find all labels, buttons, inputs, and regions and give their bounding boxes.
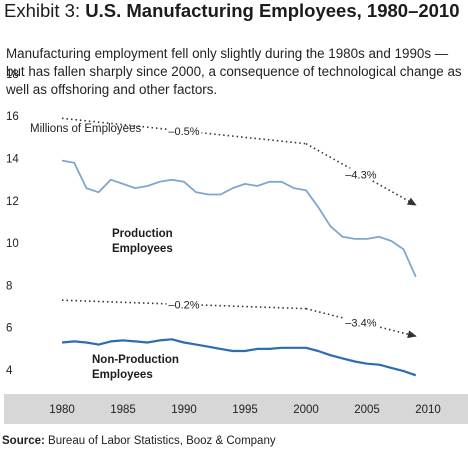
trend-label-bg [166,298,202,311]
x-tick-label: 2005 [354,404,380,416]
y-tick-label: 10 [6,238,19,250]
chart-subtitle: Manufacturing employment fell only sligh… [6,46,462,97]
trend-label: –4.3% [345,169,376,181]
x-axis-band [4,394,468,424]
trend-line [305,142,417,206]
y-axis-label: Millions of Employees [30,123,141,135]
trend-line [305,307,417,339]
title-lead: Exhibit 3: [4,0,86,21]
series-line [61,159,417,278]
y-tick-label: 16 [6,111,19,123]
series-label: Production Employees [112,228,173,255]
x-tick-label: 1980 [49,404,75,416]
trend-label-bg [343,316,379,329]
y-tick-label: 4 [6,365,13,377]
x-tick-label: 2010 [415,404,441,416]
title-main: U.S. Manufacturing Employees, 1980–2010 [85,0,460,21]
trend-label: –0.5% [168,126,199,138]
y-tick-label: 14 [6,154,19,166]
source-note: Source: Bureau of Labor Statistics, Booz… [2,435,276,447]
x-tick-label: 1995 [232,404,258,416]
source-label: Source: [2,435,45,447]
trend-label: –0.2% [168,299,199,311]
chart-title: Exhibit 3: U.S. Manufacturing Employees,… [4,0,464,21]
source-text: Bureau of Labor Statistics, Booz & Compa… [44,435,276,447]
x-tick-label: 1990 [171,404,197,416]
x-tick-label: 2000 [293,404,319,416]
y-tick-label: 12 [6,196,19,208]
series-label: Non-Production Employees [92,354,179,381]
y-tick-label: 8 [6,280,12,292]
series-line [61,338,417,377]
trend-label-bg [166,125,202,138]
trend-label: –3.4% [345,317,376,329]
y-tick-label: 6 [6,323,12,335]
trend-label-bg [343,168,379,181]
line-chart: 4 6 8 10 12 14 16 18 Millions of Employees 1980… [4,69,468,424]
y-tick-label: 18 [6,69,19,81]
x-tick-label: 1985 [110,404,136,416]
